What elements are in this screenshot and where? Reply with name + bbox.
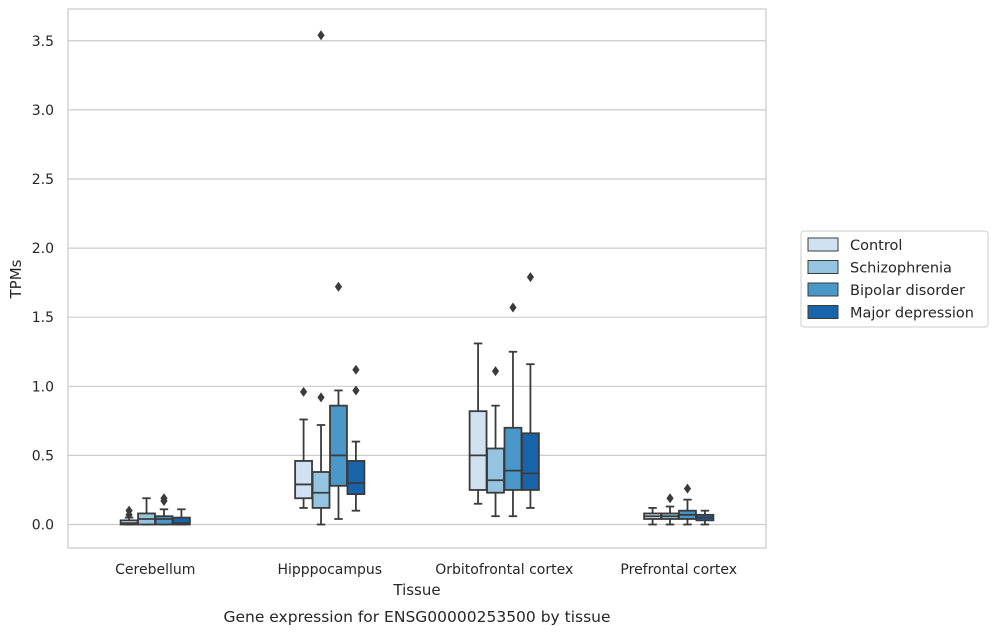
outlier-point [299, 386, 308, 397]
y-axis-label: TPMs [7, 259, 25, 299]
legend-label: Control [850, 238, 902, 254]
outlier-point [317, 30, 325, 41]
legend: Control Schizophrenia Bipolar disorder Majo… [800, 230, 989, 328]
y-tick-label: 2.0 [32, 241, 54, 257]
y-tick-label: 0.0 [32, 518, 54, 534]
x-tick-label: Hipppocampus [277, 562, 382, 578]
box-group [329, 281, 348, 520]
box-iqr [154, 515, 174, 526]
outlier-point [491, 366, 500, 377]
y-tick-label: 0.5 [32, 448, 54, 464]
box-group [137, 497, 156, 526]
box-iqr [329, 404, 348, 487]
box-group [154, 493, 174, 526]
box-group [468, 342, 488, 505]
box-iqr [294, 460, 313, 500]
box-group [311, 30, 331, 526]
x-axis-label: Tissue [392, 581, 440, 599]
y-tick-label: 1.0 [32, 379, 54, 395]
box-group [346, 364, 366, 512]
box-group [678, 483, 697, 526]
legend-label: Bipolar disorder [850, 283, 965, 299]
box-group [486, 366, 505, 518]
y-tick-label: 3.0 [32, 103, 54, 119]
box-iqr [311, 471, 331, 509]
legend-label: Schizophrenia [850, 261, 952, 277]
legend-frame [800, 230, 989, 328]
legend-swatch [807, 305, 839, 319]
outlier-point [317, 392, 325, 403]
x-axis-ticks: Cerebellum Hipppocampus Orbitofrontal cort… [115, 562, 737, 578]
box-iqr [172, 516, 191, 526]
box-group [119, 505, 139, 526]
box-group [503, 302, 523, 518]
outlier-point [683, 483, 692, 494]
box-iqr [521, 432, 540, 491]
chart-caption: Gene expression for ENSG00000253500 by t… [223, 608, 610, 626]
outlier-point [666, 493, 674, 504]
outlier-point [509, 302, 517, 313]
outlier-point [352, 385, 360, 396]
plot-area-frame [67, 8, 767, 549]
box-group [643, 507, 662, 526]
box-group [660, 493, 680, 526]
outlier-point [526, 272, 535, 283]
legend-swatch [807, 282, 839, 297]
outlier-point [334, 281, 343, 292]
x-tick-label: Cerebellum [115, 562, 195, 578]
box-group [521, 272, 540, 509]
outlier-point [160, 493, 168, 504]
box-iqr [486, 447, 505, 494]
y-tick-label: 1.5 [32, 310, 54, 326]
x-tick-label: Prefrontal cortex [620, 562, 737, 578]
x-tick-label: Orbitofrontal cortex [435, 562, 573, 578]
gridlines [68, 40, 766, 526]
box-group [294, 386, 313, 509]
box-iqr [503, 426, 523, 491]
y-axis-ticks: 0.0 0.5 1.0 1.5 2.0 2.5 3.0 3.5 [32, 34, 54, 534]
box-group [172, 508, 191, 526]
outlier-point [125, 505, 133, 516]
box-group [695, 509, 715, 526]
box-plot-layer [119, 30, 715, 526]
legend-label: Major depression [850, 306, 974, 322]
outlier-point [352, 364, 360, 375]
y-tick-label: 2.5 [32, 172, 54, 188]
y-tick-label: 3.5 [32, 34, 54, 50]
box-iqr [468, 410, 488, 491]
legend-swatch [807, 260, 839, 274]
legend-swatch [807, 237, 839, 252]
box-iqr [346, 460, 366, 495]
